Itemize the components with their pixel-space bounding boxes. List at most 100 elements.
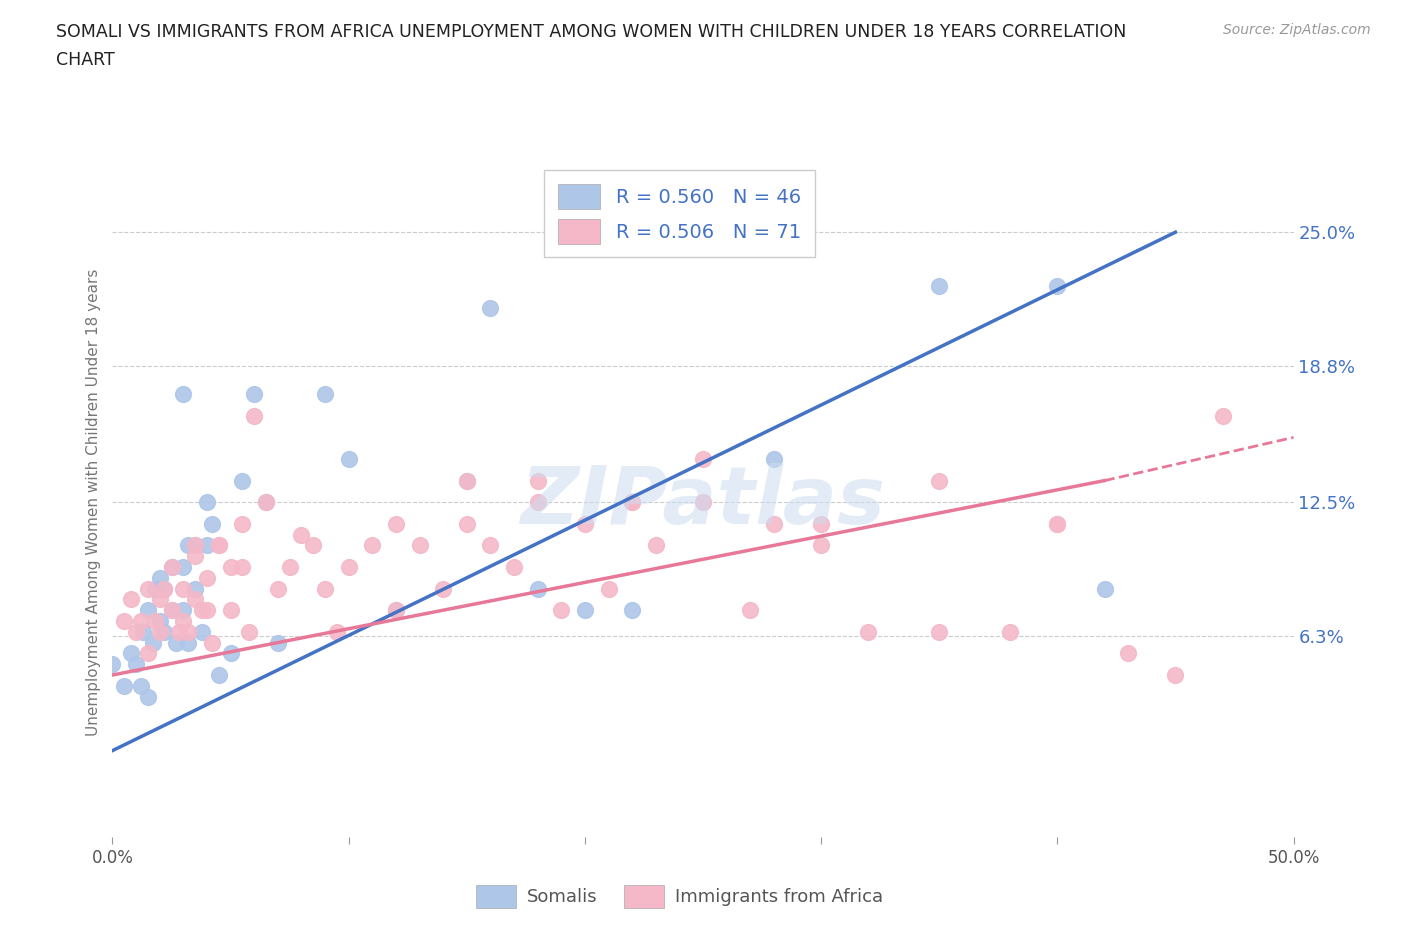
Point bbox=[195, 495, 218, 510]
Point bbox=[120, 646, 142, 661]
Point bbox=[208, 538, 231, 552]
Point bbox=[231, 473, 253, 488]
Point bbox=[740, 603, 762, 618]
Point bbox=[172, 581, 194, 596]
Point bbox=[172, 603, 194, 618]
Point bbox=[621, 603, 644, 618]
Point bbox=[456, 516, 478, 531]
Point bbox=[1094, 581, 1116, 596]
Point bbox=[385, 603, 408, 618]
Point bbox=[195, 570, 218, 585]
Point bbox=[526, 473, 548, 488]
Point bbox=[998, 624, 1021, 639]
Point bbox=[432, 581, 454, 596]
Point bbox=[153, 581, 176, 596]
Point bbox=[195, 538, 218, 552]
Point bbox=[149, 614, 172, 629]
Point bbox=[153, 624, 176, 639]
Point bbox=[1212, 408, 1234, 423]
Point bbox=[361, 538, 384, 552]
Point bbox=[314, 387, 336, 402]
Point bbox=[456, 473, 478, 488]
Point bbox=[153, 581, 176, 596]
Point bbox=[290, 527, 312, 542]
Point bbox=[243, 408, 266, 423]
Point bbox=[928, 624, 950, 639]
Point bbox=[132, 624, 155, 639]
Point bbox=[385, 603, 408, 618]
Point bbox=[191, 624, 214, 639]
Point bbox=[143, 581, 166, 596]
Point bbox=[385, 516, 408, 531]
Point bbox=[337, 452, 360, 467]
Point bbox=[219, 646, 242, 661]
Point bbox=[598, 581, 620, 596]
Point bbox=[129, 614, 152, 629]
Point bbox=[278, 560, 301, 575]
Point bbox=[160, 560, 183, 575]
Point bbox=[172, 387, 194, 402]
Point bbox=[928, 279, 950, 294]
Point bbox=[238, 624, 260, 639]
Point bbox=[219, 603, 242, 618]
Point bbox=[928, 473, 950, 488]
Point bbox=[810, 538, 832, 552]
Text: SOMALI VS IMMIGRANTS FROM AFRICA UNEMPLOYMENT AMONG WOMEN WITH CHILDREN UNDER 18: SOMALI VS IMMIGRANTS FROM AFRICA UNEMPLO… bbox=[56, 23, 1126, 41]
Point bbox=[149, 592, 172, 607]
Point bbox=[456, 473, 478, 488]
Point bbox=[526, 581, 548, 596]
Point bbox=[692, 452, 714, 467]
Point bbox=[550, 603, 572, 618]
Point bbox=[149, 624, 172, 639]
Point bbox=[201, 516, 224, 531]
Point bbox=[858, 624, 880, 639]
Point bbox=[143, 614, 166, 629]
Point bbox=[1046, 516, 1069, 531]
Point bbox=[167, 624, 190, 639]
Point bbox=[408, 538, 430, 552]
Point bbox=[177, 624, 200, 639]
Point bbox=[160, 603, 183, 618]
Point bbox=[231, 516, 253, 531]
Point bbox=[201, 635, 224, 650]
Point bbox=[243, 387, 266, 402]
Point bbox=[621, 495, 644, 510]
Point bbox=[337, 560, 360, 575]
Point bbox=[184, 592, 207, 607]
Point bbox=[267, 635, 290, 650]
Point bbox=[184, 538, 207, 552]
Point bbox=[326, 624, 349, 639]
Point bbox=[191, 603, 214, 618]
Point bbox=[136, 603, 159, 618]
Point bbox=[762, 516, 785, 531]
Point bbox=[184, 581, 207, 596]
Point bbox=[165, 635, 187, 650]
Point bbox=[136, 581, 159, 596]
Point bbox=[503, 560, 526, 575]
Point bbox=[177, 635, 200, 650]
Point bbox=[195, 603, 218, 618]
Point bbox=[574, 516, 596, 531]
Point bbox=[125, 657, 148, 671]
Point bbox=[219, 560, 242, 575]
Point bbox=[479, 538, 502, 552]
Point bbox=[231, 560, 253, 575]
Point bbox=[101, 657, 124, 671]
Point bbox=[254, 495, 277, 510]
Point bbox=[810, 516, 832, 531]
Point bbox=[479, 300, 502, 315]
Point bbox=[208, 538, 231, 552]
Point bbox=[112, 614, 135, 629]
Point bbox=[177, 538, 200, 552]
Point bbox=[136, 689, 159, 704]
Point bbox=[160, 560, 183, 575]
Text: ZIPatlas: ZIPatlas bbox=[520, 463, 886, 541]
Text: Source: ZipAtlas.com: Source: ZipAtlas.com bbox=[1223, 23, 1371, 37]
Point bbox=[208, 668, 231, 683]
Point bbox=[267, 581, 290, 596]
Point bbox=[302, 538, 325, 552]
Point bbox=[172, 560, 194, 575]
Point bbox=[142, 635, 165, 650]
Point bbox=[136, 646, 159, 661]
Point bbox=[621, 495, 644, 510]
